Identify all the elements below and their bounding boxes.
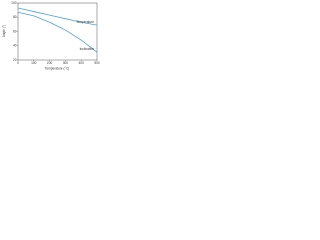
y-axis-label: Angle (°) (2, 25, 6, 37)
x-tick-label: 100 (31, 61, 37, 65)
x-tick-label: 0 (17, 61, 19, 65)
y-tick-label: 60 (13, 29, 17, 33)
x-tick-label: 300 (63, 61, 69, 65)
plot-frame (17, 2, 98, 61)
x-tick-label: 200 (47, 61, 53, 65)
series-label: Temperature (76, 20, 94, 24)
y-tick-label: 80 (13, 15, 17, 19)
x-tick-label: 400 (79, 61, 85, 65)
y-tick-label: 100 (11, 1, 17, 5)
x-tick-label: 500 (94, 61, 100, 65)
y-tick-label: 40 (13, 44, 17, 48)
series-line (17, 11, 98, 53)
series-line (17, 7, 98, 26)
series-label: Inclination (80, 47, 95, 51)
x-axis-label: Temperature (°C) (45, 66, 69, 70)
y-tick-label: 20 (13, 58, 17, 62)
chart: Temperature (°C) Angle (°) 20 40 60 80 100 0 1… (2, 1, 100, 71)
